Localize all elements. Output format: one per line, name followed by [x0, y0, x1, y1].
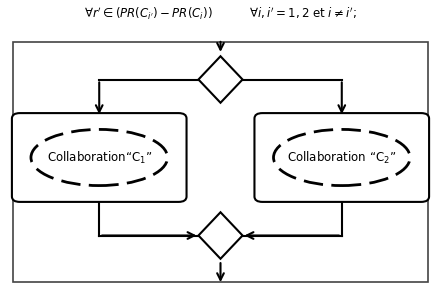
- FancyBboxPatch shape: [12, 113, 187, 202]
- Text: Collaboration “C$_2$”: Collaboration “C$_2$”: [287, 149, 396, 166]
- Text: $\forall r' \in (PR(C_{i'}) - PR(C_i))$          $\forall i, i' = 1, 2$ et $i \n: $\forall r' \in (PR(C_{i'}) - PR(C_i))$ …: [84, 5, 357, 22]
- Polygon shape: [198, 56, 243, 103]
- Polygon shape: [198, 212, 243, 259]
- Text: Collaboration“C$_1$”: Collaboration“C$_1$”: [46, 149, 152, 166]
- FancyBboxPatch shape: [13, 42, 428, 282]
- FancyBboxPatch shape: [254, 113, 429, 202]
